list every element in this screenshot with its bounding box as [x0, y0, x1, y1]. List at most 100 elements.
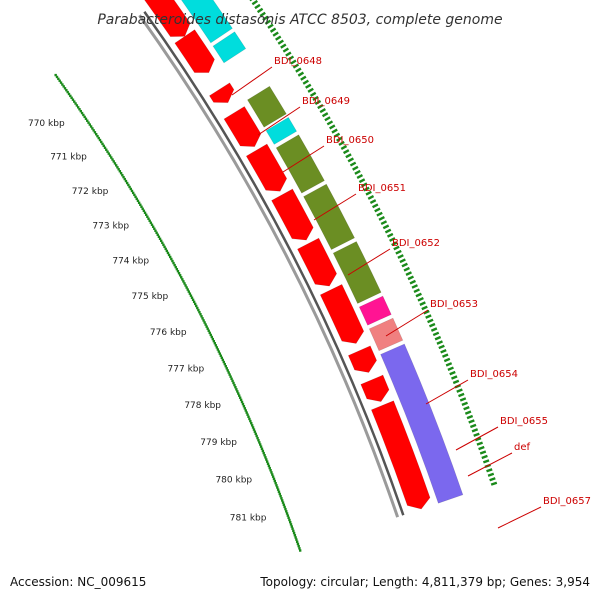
tick-dot — [86, 119, 89, 122]
tick-dot — [108, 154, 112, 157]
tick-dot — [183, 282, 186, 285]
tick-dot — [139, 203, 142, 207]
tick-dot — [251, 426, 255, 429]
tick-dot — [103, 146, 107, 149]
tick-dot — [271, 473, 274, 476]
tick-mark — [331, 128, 338, 134]
tick-mark — [384, 228, 392, 234]
feature-track — [144, 0, 464, 510]
tick-dot — [217, 350, 221, 353]
gene-label[interactable]: BDI_0654 — [470, 369, 518, 380]
tick-mark — [405, 271, 412, 276]
forward-cds-feature — [223, 106, 262, 147]
forward-cds-feature — [245, 143, 288, 192]
tick-dot — [173, 263, 176, 267]
gene-label[interactable]: BDI_0655 — [500, 416, 548, 427]
tick-dot — [165, 249, 169, 253]
tick-dot — [137, 201, 141, 205]
tick-dot — [213, 342, 217, 345]
tick-dot — [100, 140, 103, 144]
tick-dot — [278, 492, 281, 496]
gene-label[interactable]: BDI_0649 — [302, 96, 350, 107]
tick-dot — [78, 108, 81, 111]
forward-cds-feature — [360, 374, 390, 402]
tick-dot — [270, 471, 273, 474]
tick-dot — [144, 213, 148, 216]
tick-dot — [200, 315, 203, 318]
tick-dot — [254, 432, 257, 436]
gene-label[interactable]: BDI_0653 — [430, 299, 478, 310]
tick-dot — [276, 486, 279, 489]
forward-cds-feature — [297, 237, 338, 287]
tick-dot — [268, 466, 271, 470]
tick-dot — [216, 348, 220, 351]
tick-dot — [57, 77, 60, 81]
gene-label[interactable]: BDI_0651 — [358, 183, 406, 194]
tick-dot — [162, 243, 165, 247]
tick-dot — [136, 199, 140, 203]
tick-mark — [282, 47, 290, 53]
tick-dot — [97, 136, 100, 140]
tick-dot — [157, 235, 161, 238]
tick-dot — [211, 337, 214, 341]
tick-dot — [197, 308, 200, 312]
tick-dot — [66, 90, 69, 94]
tick-dot — [170, 257, 173, 261]
tick-dot — [192, 300, 196, 304]
tick-dot — [237, 392, 240, 395]
forward-cds-feature — [347, 345, 377, 373]
tick-dot — [244, 409, 247, 412]
label-leader — [257, 106, 301, 136]
gene-label[interactable]: BDI_0650 — [326, 135, 374, 146]
tick-dot — [94, 133, 98, 136]
tick-dot — [111, 158, 114, 161]
tick-dot — [218, 352, 222, 355]
tick-mark — [469, 423, 477, 429]
tick-dot — [274, 481, 277, 485]
tick-mark — [474, 437, 482, 442]
tick-mark — [342, 149, 350, 155]
tick-dot — [112, 160, 115, 163]
tick-dot — [101, 142, 104, 146]
tick-dot — [118, 170, 122, 173]
tick-dot — [233, 383, 236, 387]
tick-dot — [135, 197, 138, 201]
tick-mark — [300, 75, 307, 81]
tick-dot — [166, 251, 170, 255]
tick-mark — [432, 331, 440, 337]
tick-mark — [436, 340, 443, 345]
tick-mark — [445, 362, 453, 367]
tick-mark — [251, 0, 258, 6]
tick-dot — [190, 296, 194, 299]
gene-label[interactable]: def — [514, 442, 531, 453]
tick-dot — [272, 477, 276, 481]
outer-tick-track — [249, 0, 498, 486]
tick-dot — [180, 276, 183, 279]
tick-mark — [399, 258, 406, 264]
tick-dot — [281, 499, 284, 502]
tick-mark — [365, 190, 372, 196]
tick-dot — [133, 193, 136, 197]
tick-dot — [277, 490, 281, 494]
tick-mark — [442, 353, 449, 358]
tick-dot — [54, 73, 57, 77]
gene-label[interactable]: BDI_0657 — [543, 496, 591, 507]
tick-dot — [289, 520, 292, 524]
tick-dot — [174, 265, 177, 269]
tick-dot — [102, 144, 105, 148]
tick-dot — [276, 488, 280, 491]
tick-mark — [417, 296, 424, 302]
tick-dot — [223, 362, 226, 366]
tick-dot — [281, 501, 285, 504]
tick-dot — [171, 259, 174, 263]
tick-dot — [295, 538, 298, 541]
tick-dot — [290, 525, 293, 528]
tick-dot — [88, 123, 92, 126]
tick-mark — [305, 83, 312, 89]
tick-mark — [456, 388, 463, 393]
gene-label[interactable]: BDI_0652 — [392, 238, 440, 249]
tick-dot — [119, 171, 123, 175]
tick-mark — [275, 35, 282, 41]
tick-label: 779 kbp — [200, 438, 237, 448]
gene-label[interactable]: BDI_0648 — [274, 56, 322, 67]
